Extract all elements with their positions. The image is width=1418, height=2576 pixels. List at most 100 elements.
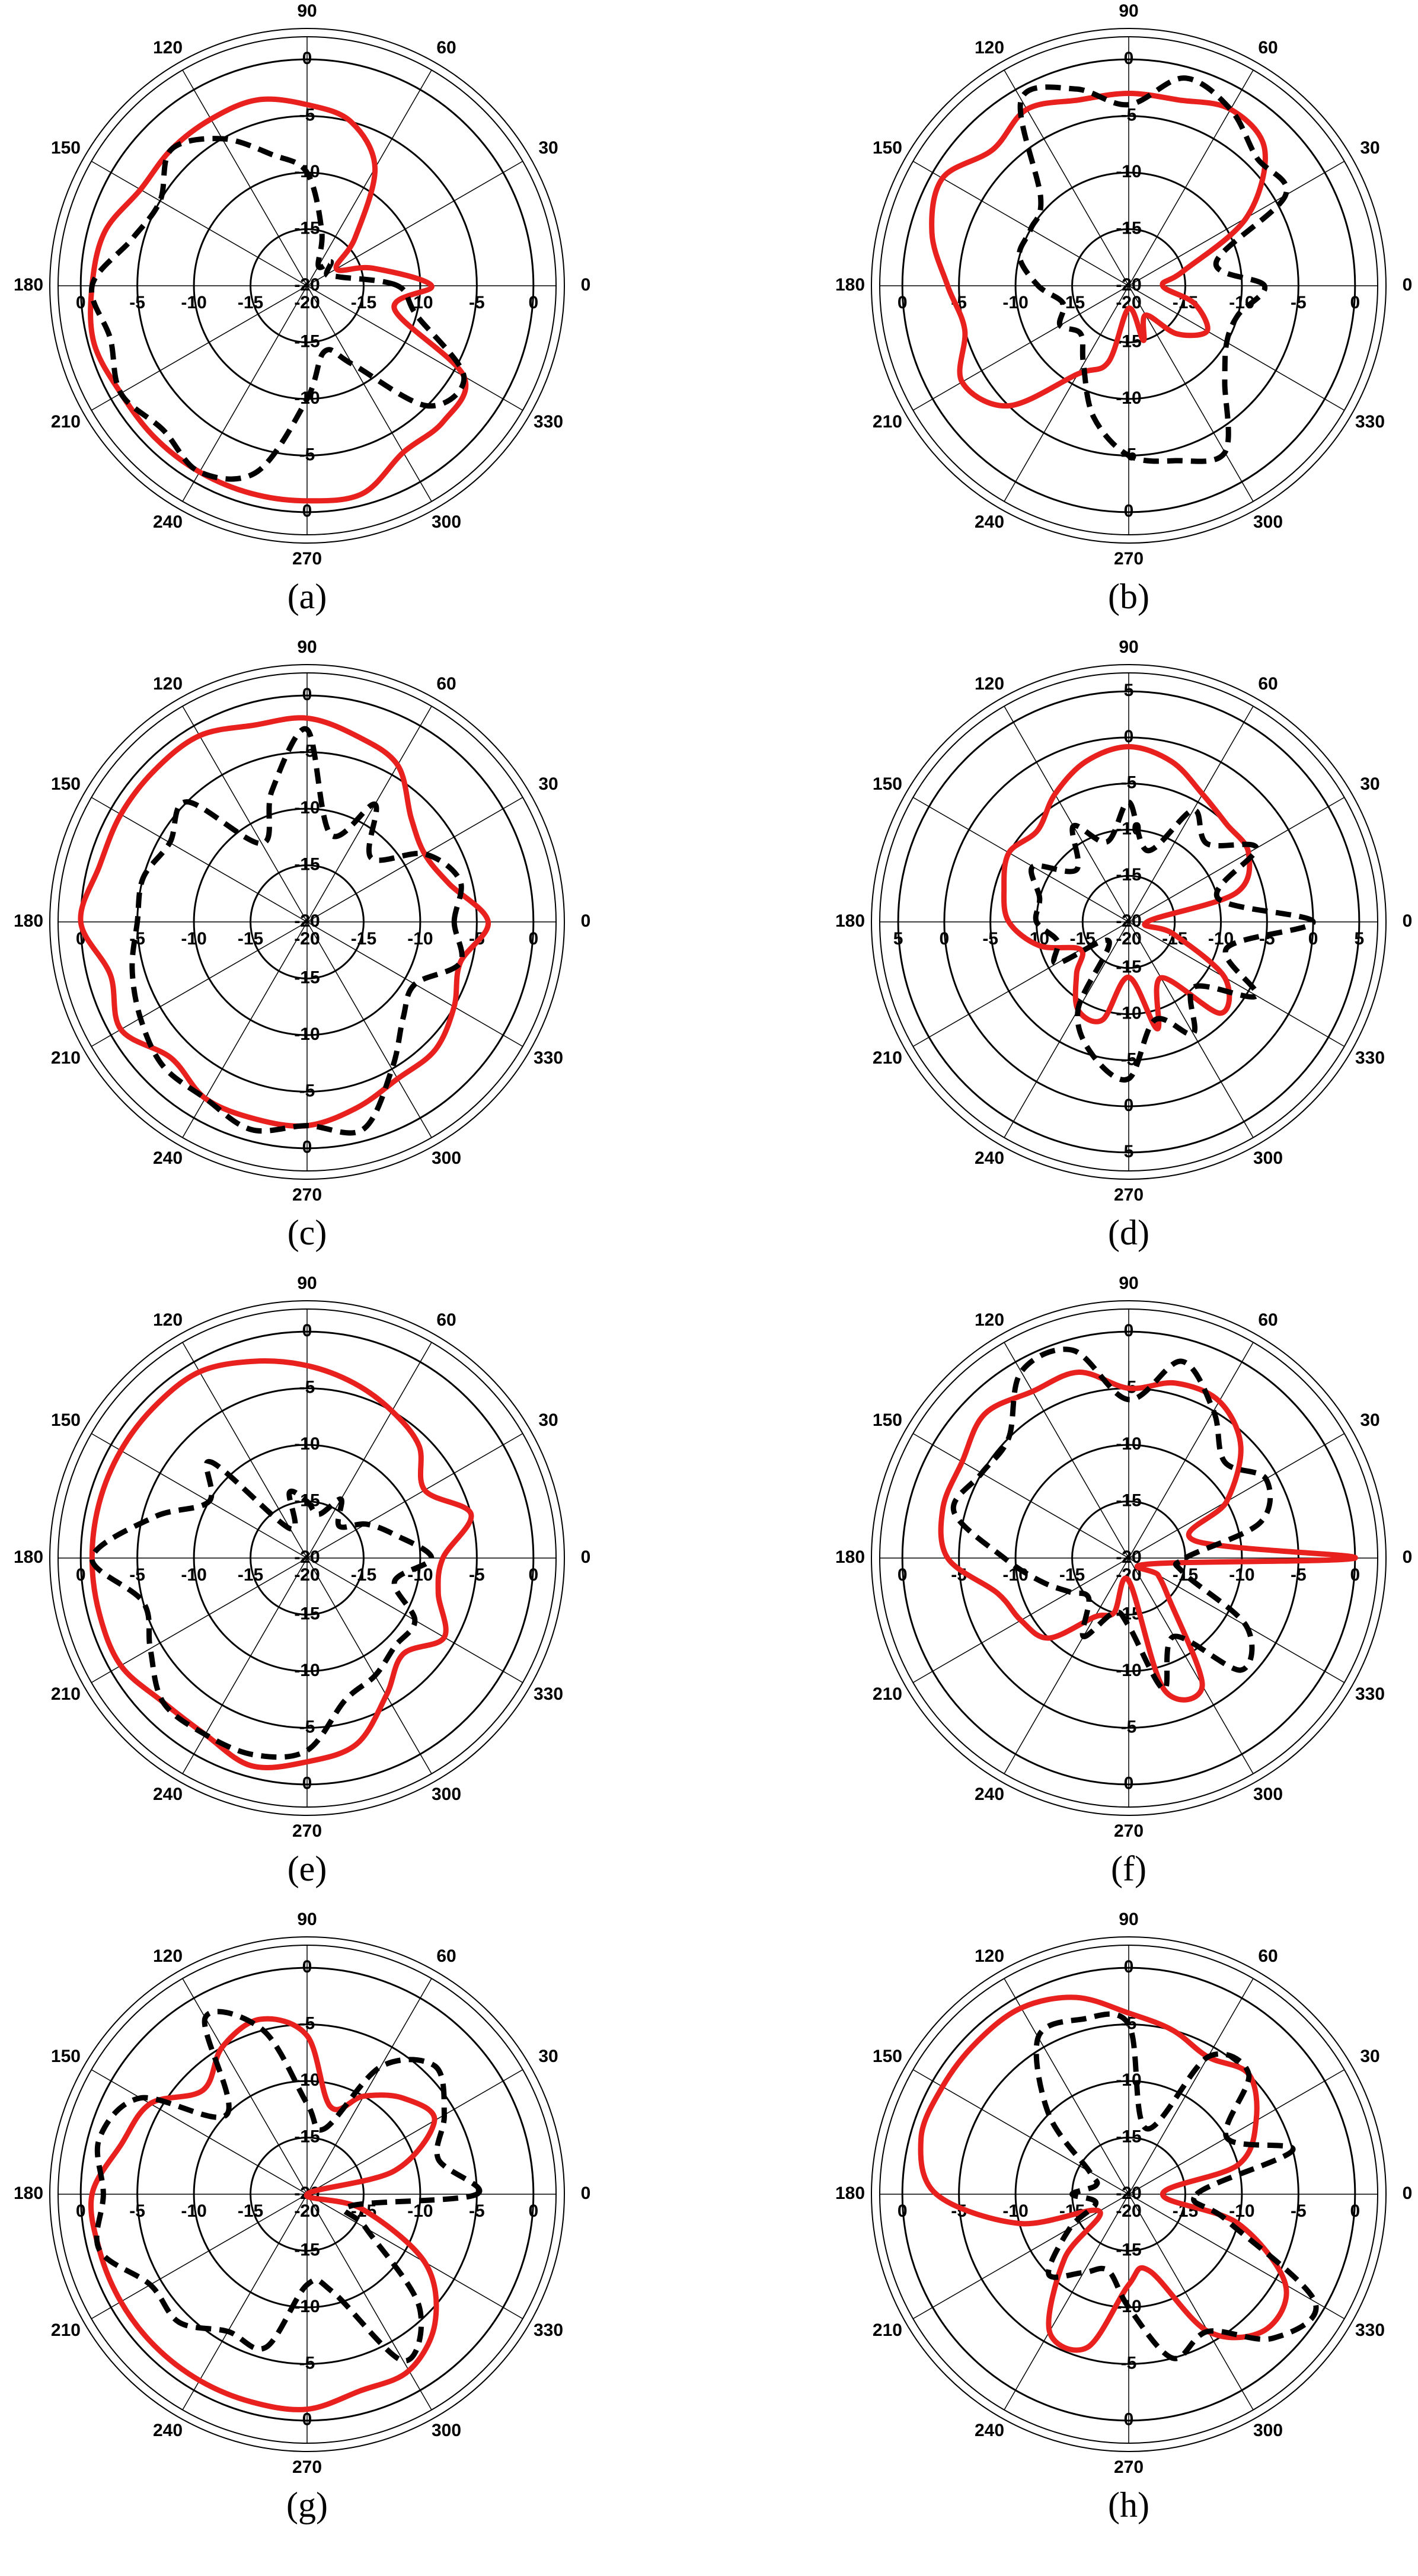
spoke (91, 2069, 308, 2195)
radial-tick-label: -15 (294, 2240, 320, 2259)
radial-tick-label: -10 (181, 929, 206, 949)
angle-label: 60 (1258, 674, 1278, 694)
polar-chart: 0 30 60 90 120 150 180 210 240 270 300 330 -20 -15 -10… (14, 637, 590, 1252)
spoke (1128, 1557, 1345, 1683)
spoke (91, 1433, 308, 1559)
angle-label: 210 (873, 1048, 902, 1068)
spoke (1004, 69, 1129, 286)
angle-label: 0 (581, 2184, 591, 2203)
radial-tick-label: 0 (898, 293, 908, 312)
radial-tick-label: 0 (898, 1565, 908, 1585)
spoke (91, 285, 308, 411)
caption: (g) (286, 2485, 328, 2524)
spoke (1004, 1342, 1129, 1559)
radial-tick-label: -5 (299, 1081, 315, 1100)
radial-tick-label: -15 (351, 929, 376, 949)
spoke (1128, 161, 1345, 286)
radial-tick-label: -5 (129, 2201, 145, 2221)
angle-label: 90 (297, 637, 317, 657)
radial-tick-label: -20 (1116, 2201, 1141, 2221)
radial-tick-label: -15 (294, 218, 320, 238)
spoke (306, 69, 432, 286)
radial-tick-label: 0 (302, 2410, 312, 2430)
radial-tick-label: -20 (294, 293, 320, 312)
radial-tick-label: -10 (1116, 1661, 1141, 1680)
radial-tick-label: -10 (181, 1565, 206, 1585)
radial-tick-label: 0 (1124, 502, 1134, 521)
spoke (306, 285, 523, 411)
angle-label: 210 (51, 2320, 81, 2340)
polar-chart: 0 30 60 90 120 150 180 210 240 270 300 330 -20 -15 -10… (835, 1, 1412, 616)
dashed-pattern (88, 136, 467, 482)
solid-pattern (78, 715, 491, 1129)
angle-label: 180 (14, 1547, 43, 1567)
radial-tick-label: -20 (294, 911, 320, 931)
radial-tick-label: -5 (1121, 1049, 1137, 1069)
spoke (912, 1433, 1129, 1559)
angle-label: 270 (1114, 549, 1144, 569)
radial-tick-label: -5 (469, 293, 485, 312)
spoke (306, 1978, 432, 2195)
spoke (182, 2194, 308, 2411)
angle-label: 150 (873, 138, 902, 158)
spoke (1128, 69, 1254, 286)
angle-label: 210 (873, 2320, 902, 2340)
radial-tick-label: 0 (1350, 293, 1360, 312)
angle-label: 90 (1119, 637, 1138, 657)
angle-label: 210 (51, 1048, 81, 1068)
angle-label: 0 (1403, 275, 1413, 295)
radial-tick-label: -10 (1116, 1434, 1141, 1454)
dashed-pattern (94, 2009, 483, 2364)
solid-pattern (918, 1994, 1289, 2353)
spoke (182, 285, 308, 502)
angle-label: 240 (153, 1785, 183, 1804)
spoke (306, 2194, 523, 2319)
angle-label: 30 (1360, 1410, 1379, 1430)
radial-tick-label: -20 (294, 1547, 320, 1567)
radial-tick-label: -5 (1121, 106, 1137, 125)
radial-tick-label: 0 (528, 293, 538, 312)
caption: (h) (1108, 2485, 1149, 2524)
radial-tick-label: -20 (1116, 929, 1141, 949)
radial-tick-label: 0 (302, 502, 312, 521)
angle-label: 180 (835, 1547, 865, 1567)
spoke (306, 2069, 523, 2195)
radial-tick-label: 0 (528, 2201, 538, 2221)
spoke (306, 706, 432, 922)
outer-rim (871, 1300, 1387, 1816)
angle-label: 30 (538, 1410, 558, 1430)
angle-label: 210 (51, 1684, 81, 1704)
angle-label: 330 (1355, 2320, 1385, 2340)
polar-chart: 0 30 60 90 120 150 180 210 240 270 300 330 -20 -15 -10… (14, 1910, 590, 2524)
outer-rim (49, 1936, 565, 2452)
angle-label: 240 (975, 1148, 1004, 1168)
radial-tick-label: -20 (1116, 911, 1141, 931)
angle-label: 210 (51, 412, 81, 432)
radial-tick-label: -10 (1116, 162, 1141, 181)
outer-rim (871, 664, 1387, 1180)
angle-label: 300 (432, 512, 461, 532)
outer-rim (49, 1300, 565, 1816)
spoke (1004, 921, 1129, 1138)
angle-label: 0 (1403, 1547, 1413, 1567)
dashed-pattern (1029, 799, 1316, 1083)
radial-tick-label: -20 (294, 2201, 320, 2221)
spoke (306, 2194, 432, 2411)
radial-tick-label: 0 (302, 1957, 312, 1977)
angle-label: 120 (975, 674, 1004, 694)
spoke (1128, 2194, 1345, 2319)
angle-label: 0 (1403, 2184, 1413, 2203)
radial-tick-label: -5 (299, 445, 315, 464)
radial-tick-label: -15 (238, 293, 263, 312)
radial-tick-label: -20 (294, 275, 320, 295)
angle-label: 180 (835, 2184, 865, 2203)
spoke (1128, 1342, 1254, 1559)
radial-tick-label: -5 (129, 1565, 145, 1585)
radial-tick-label: -10 (1229, 1565, 1254, 1585)
solid-pattern (1001, 743, 1253, 1032)
angle-label: 0 (581, 275, 591, 295)
angle-label: 30 (1360, 2047, 1379, 2066)
radial-tick-label: 0 (1350, 2201, 1360, 2221)
spoke (912, 2069, 1129, 2195)
angle-label: 150 (51, 2047, 81, 2066)
